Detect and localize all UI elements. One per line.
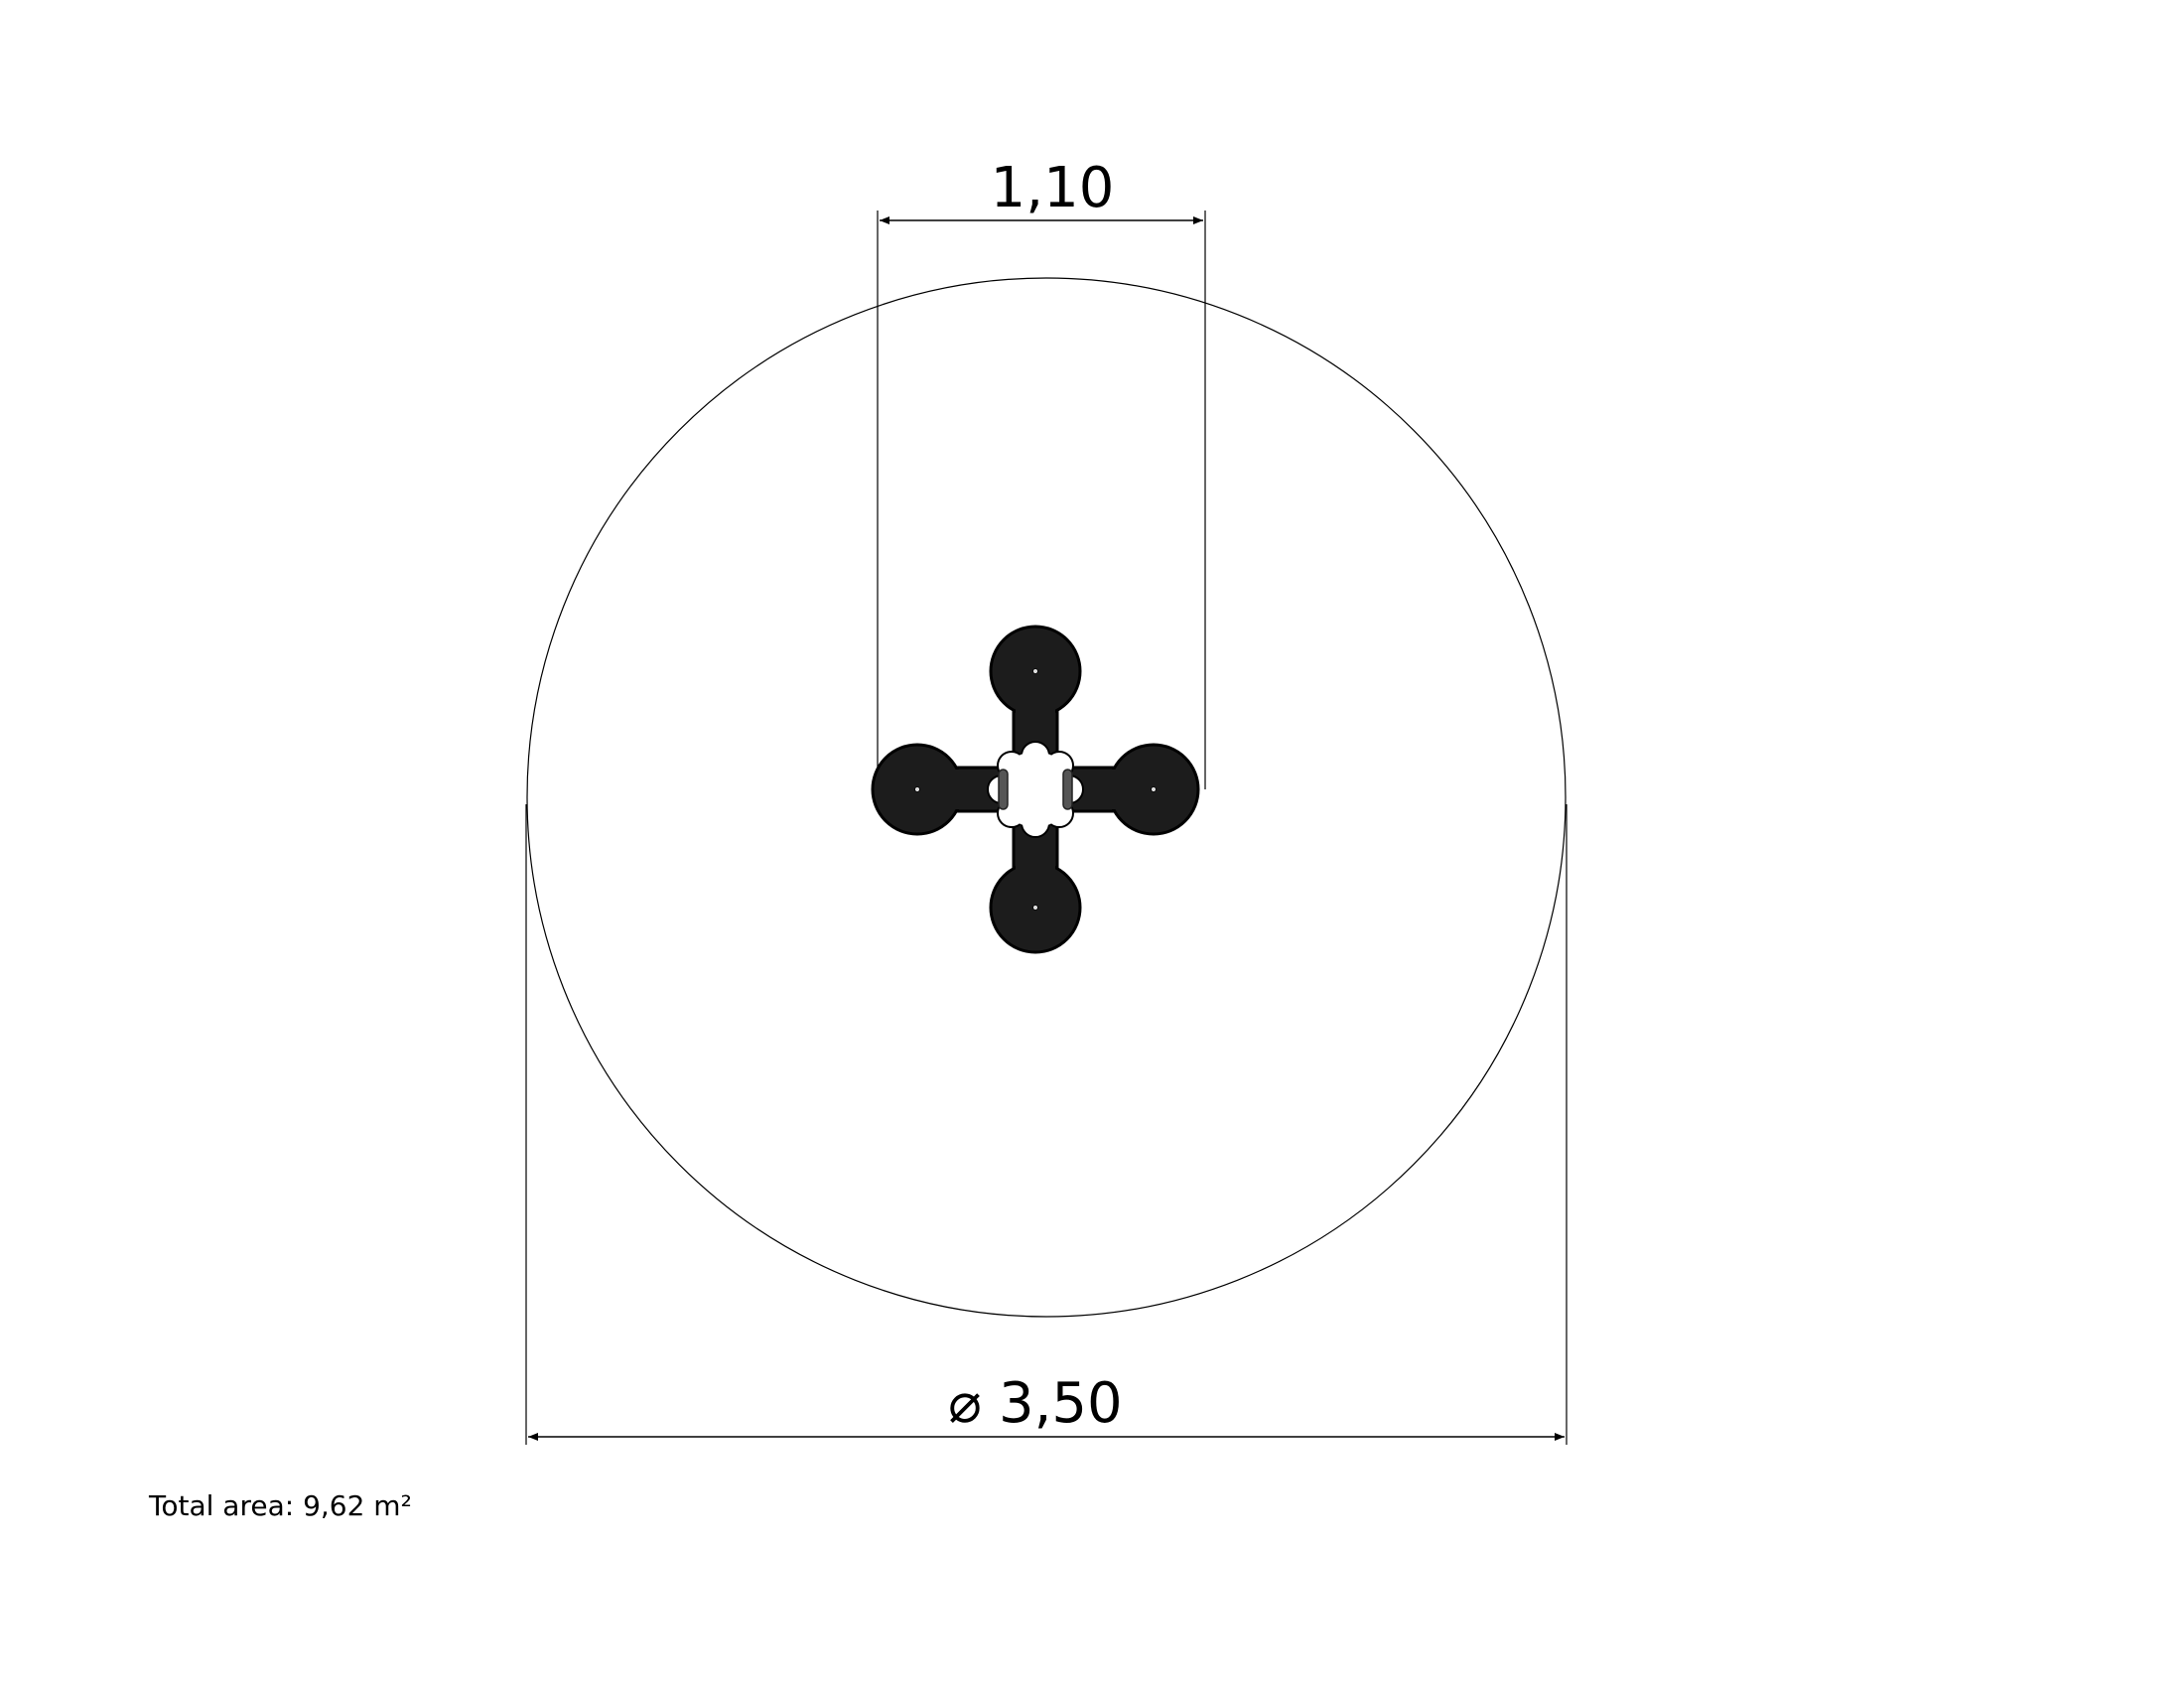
safety-zone-circle <box>526 277 1567 1318</box>
handle-left <box>998 769 1009 810</box>
width-dimension: 1,10 <box>877 156 1206 789</box>
diameter-symbol: ⌀ <box>948 1371 982 1436</box>
handle-right <box>1062 769 1073 810</box>
total-area-note: Total area: 9,62 m² <box>149 1489 412 1522</box>
diameter-dimension-label: 3,50 <box>999 1371 1123 1436</box>
width-dimension-label: 1,10 <box>991 156 1115 220</box>
equipment-top-view <box>871 625 1200 954</box>
diameter-dimension: ⌀ 3,50 <box>525 804 1568 1445</box>
